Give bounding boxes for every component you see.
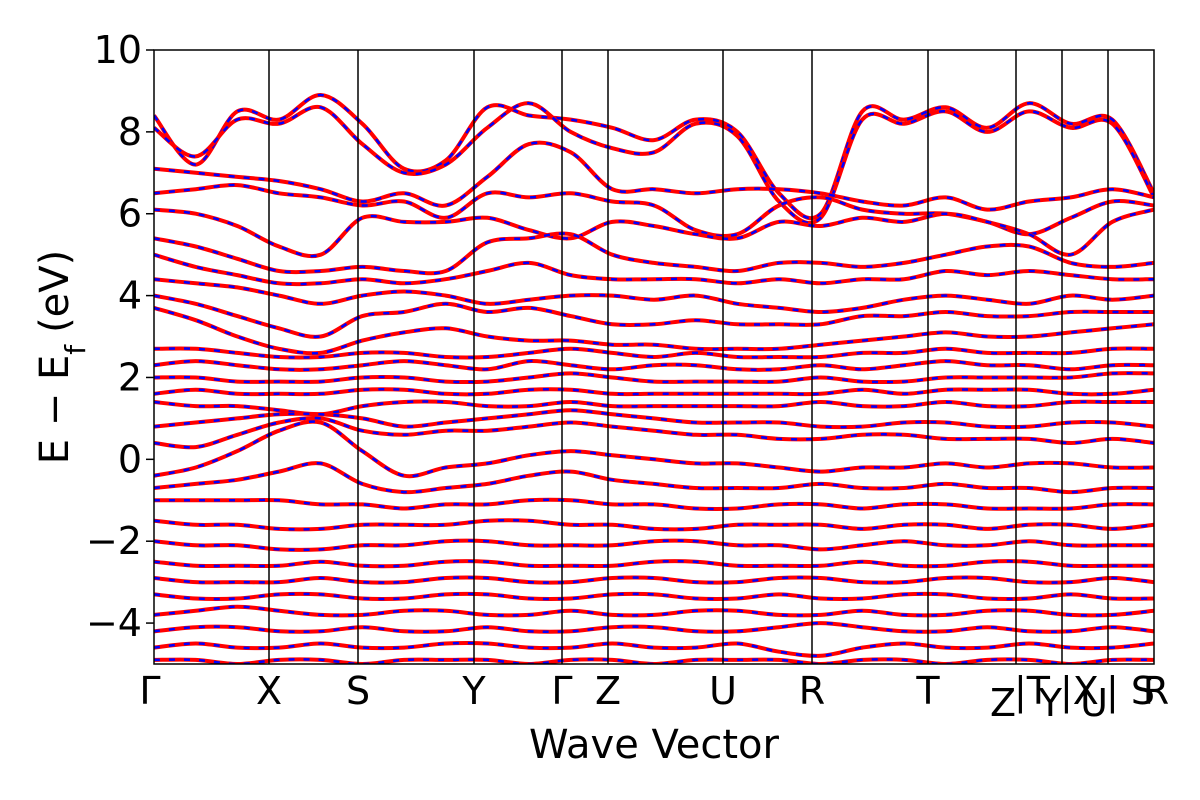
- y-tick-label: −4: [86, 601, 142, 645]
- plot-frame: [153, 49, 1155, 665]
- band-line-blue: [154, 539, 1154, 552]
- x-tick-label: Y: [1038, 681, 1063, 725]
- y-tick-label: 6: [118, 192, 142, 236]
- x-axis-label: Wave Vector: [529, 722, 780, 768]
- x-tick-label: Γ: [551, 669, 572, 713]
- band-line-blue: [154, 388, 1154, 396]
- band-line-blue: [154, 420, 1154, 478]
- band-line-blue: [154, 592, 1154, 601]
- band-line-blue: [154, 183, 1154, 238]
- band-line-blue: [154, 576, 1154, 584]
- kpoint-separator-lines: [268, 50, 1109, 664]
- x-axis-ticks: Γ X S Y Γ Z U R T Z|TY|XU| SR: [139, 669, 1169, 725]
- band-line-blue: [154, 93, 1154, 220]
- band-line-red: [154, 252, 1154, 287]
- x-tick-label: Y: [461, 669, 486, 713]
- x-tick-label: U: [1080, 681, 1108, 725]
- band-line-blue: [154, 347, 1154, 359]
- band-line-blue: [154, 519, 1154, 531]
- band-line-blue: [154, 294, 1154, 339]
- band-line-blue: [154, 359, 1154, 372]
- y-tick-label: 10: [94, 28, 142, 72]
- band-line-red: [154, 207, 1154, 259]
- x-tick-label: Z: [990, 681, 1016, 725]
- band-line-blue: [154, 658, 1154, 664]
- band-line-blue: [154, 253, 1154, 286]
- band-line-blue: [154, 621, 1154, 633]
- y-tick-label: 2: [118, 355, 142, 399]
- y-tick-label: 4: [118, 274, 142, 318]
- y-tick-label: 8: [118, 110, 142, 154]
- band-line-blue: [154, 306, 1154, 355]
- y-tick-label: 0: [118, 437, 142, 481]
- band-line-blue: [154, 559, 1154, 568]
- x-tick-label: Z: [595, 669, 621, 713]
- band-line-blue: [154, 232, 1154, 275]
- band-line-red: [154, 497, 1154, 511]
- band-line-blue: [154, 277, 1154, 314]
- y-axis-label-unit: (eV): [32, 250, 78, 333]
- x-tick-label: Γ: [139, 669, 160, 713]
- x-tick-label: | S: [1106, 669, 1155, 714]
- band-line-blue: [154, 141, 1154, 211]
- band-line-blue: [154, 498, 1154, 511]
- band-line-blue: [154, 408, 1154, 429]
- y-axis-label: E − Ef (eV): [32, 250, 92, 465]
- y-tick-label: −2: [86, 519, 142, 563]
- band-line-red: [154, 538, 1154, 552]
- band-line-blue: [154, 208, 1154, 258]
- band-line-blue: [154, 461, 1154, 494]
- x-tick-label: R: [1143, 669, 1169, 713]
- bands-layer: [154, 93, 1154, 664]
- band-line-red: [154, 93, 1154, 221]
- y-axis-label-main: E − E: [32, 355, 78, 465]
- x-tick-label: |X: [1060, 669, 1099, 714]
- x-tick-label: S: [346, 669, 370, 713]
- band-line-blue: [154, 101, 1154, 225]
- y-axis-label-subscript: f: [59, 344, 92, 355]
- x-tick-label: X: [256, 669, 282, 713]
- band-line-red: [154, 518, 1154, 532]
- band-line-blue: [154, 416, 1154, 449]
- x-tick-label: R: [799, 669, 825, 713]
- band-line-blue: [154, 641, 1154, 658]
- x-tick-label: T: [915, 669, 940, 713]
- band-line-blue: [154, 371, 1154, 384]
- band-line-red: [154, 359, 1154, 372]
- x-tick-label: |T: [1014, 669, 1051, 714]
- band-line-red: [154, 621, 1154, 634]
- band-line-blue: [154, 605, 1154, 617]
- y-axis-ticks: −4 −2 0 2 4 6 8 10: [86, 28, 154, 645]
- x-tick-label: U: [709, 669, 737, 713]
